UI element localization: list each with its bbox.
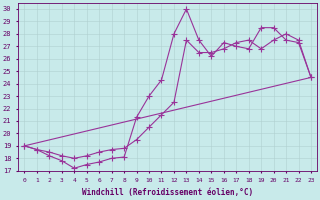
X-axis label: Windchill (Refroidissement éolien,°C): Windchill (Refroidissement éolien,°C) bbox=[82, 188, 253, 197]
